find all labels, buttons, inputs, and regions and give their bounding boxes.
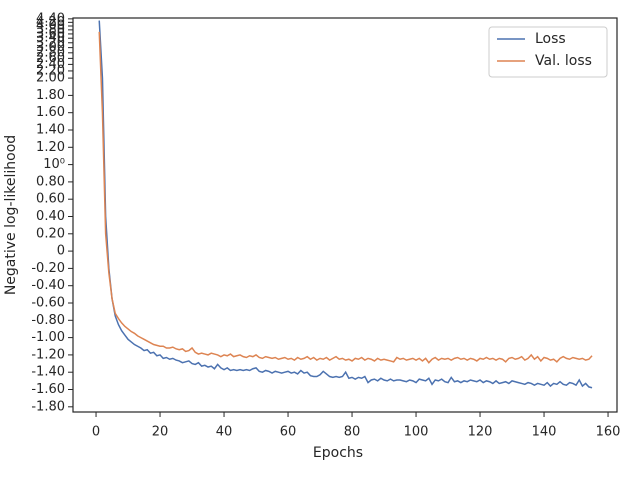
x-tick-label: 20 xyxy=(152,425,169,440)
y-tick-label: 2.60 xyxy=(36,51,65,66)
x-tick-label: 100 xyxy=(404,425,429,440)
y-tick-label: 4.20 xyxy=(36,15,65,30)
y-tick-label: 1.60 xyxy=(36,105,65,120)
y-tick-label: 3.00 xyxy=(36,40,65,55)
y-tick-label: -0.20 xyxy=(31,261,65,276)
legend-label: Val. loss xyxy=(535,53,592,69)
y-tick-label: 3.80 xyxy=(36,22,65,37)
y-tick-label: 4.00 xyxy=(36,19,65,34)
y-tick-label: 0.40 xyxy=(36,209,65,224)
y-tick-label: 0.60 xyxy=(36,192,65,207)
y-tick-label: 2.00 xyxy=(36,71,65,86)
y-tick-label: 2.80 xyxy=(36,45,65,60)
y-tick-label: -0.80 xyxy=(31,313,65,328)
y-tick-label: -0.60 xyxy=(31,296,65,311)
y-tick-label: 2.20 xyxy=(36,63,65,78)
y-axis-label: Negative log-likelihood xyxy=(3,135,19,295)
x-tick-label: 120 xyxy=(468,425,493,440)
y-tick-label: 3.60 xyxy=(36,26,65,41)
x-tick-label: 140 xyxy=(532,425,557,440)
y-tick-label: -1.80 xyxy=(31,399,65,414)
x-tick-label: 60 xyxy=(280,425,297,440)
y-tick-label: 0.20 xyxy=(36,226,65,241)
y-tick-label: -1.00 xyxy=(31,330,65,345)
x-tick-label: 0 xyxy=(92,425,100,440)
x-tick-label: 160 xyxy=(596,425,621,440)
y-tick-label: 3.40 xyxy=(36,31,65,46)
y-tick-label: -1.60 xyxy=(31,382,65,397)
x-axis-label: Epochs xyxy=(313,445,363,461)
plot-frame xyxy=(72,17,618,413)
line-series xyxy=(98,31,593,364)
y-tick-label: 4.40 xyxy=(36,11,65,26)
y-tick-label: -1.40 xyxy=(31,365,65,380)
y-tick-label: 0.80 xyxy=(36,174,65,189)
y-tick-label: 2.40 xyxy=(36,57,65,72)
y-tick-label: -1.20 xyxy=(31,347,65,362)
y-tick-label: 1.40 xyxy=(36,122,65,137)
y-tick-label: 3.20 xyxy=(36,35,65,50)
legend-label: Loss xyxy=(535,31,566,47)
y-tick-label: 0 xyxy=(57,244,65,259)
y-tick-label: 1.80 xyxy=(36,88,65,103)
y-tick-label: -0.40 xyxy=(31,278,65,293)
x-tick-label: 80 xyxy=(344,425,361,440)
y-tick-label: 10⁰ xyxy=(43,157,65,172)
y-tick-label: 1.20 xyxy=(36,140,65,155)
x-tick-label: 40 xyxy=(216,425,233,440)
line-series xyxy=(98,20,593,389)
